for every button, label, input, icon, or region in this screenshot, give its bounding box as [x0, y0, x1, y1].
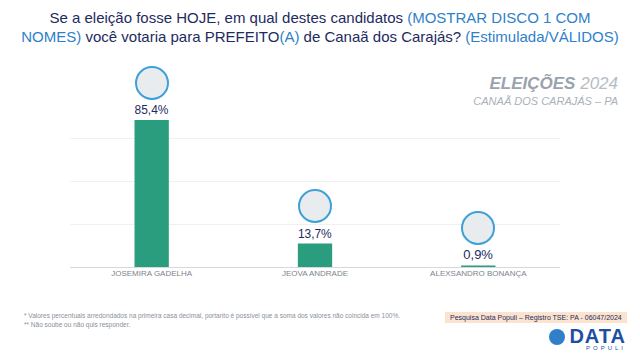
svg-text:0,9%: 0,9%: [463, 247, 493, 262]
svg-text:ALEXSANDRO BONANÇA: ALEXSANDRO BONANÇA: [430, 269, 527, 278]
svg-text:JOSEMIRA GADELHA: JOSEMIRA GADELHA: [111, 269, 193, 278]
html-text:Se a eleição fosse HOJE, em qu: Se a eleição fosse HOJE, em qual destes …: [21, 9, 619, 45]
html-text:Pesquisa Data Populi – Registr: Pesquisa Data Populi – Registro TSE: PA …: [450, 314, 622, 321]
html-text:POPULI: POPULI: [586, 345, 626, 351]
html-text:ELEIÇÕES 2024: ELEIÇÕES 2024: [489, 74, 618, 93]
html-text:DATA: DATA: [569, 325, 626, 347]
html-text:CANAÃ DOS CARAJÁS – PA: CANAÃ DOS CARAJÁS – PA: [473, 95, 618, 107]
html-text:* Valores percentuais arredond: * Valores percentuais arredondados na pr…: [24, 312, 400, 319]
html-text:** Não soube ou não quis respo: ** Não soube ou não quis responder.: [24, 321, 131, 328]
svg-text:JEOVA ANDRADE: JEOVA ANDRADE: [282, 269, 348, 278]
svg-text:13,7%: 13,7%: [298, 227, 332, 241]
svg-text:85,4%: 85,4%: [135, 103, 169, 117]
